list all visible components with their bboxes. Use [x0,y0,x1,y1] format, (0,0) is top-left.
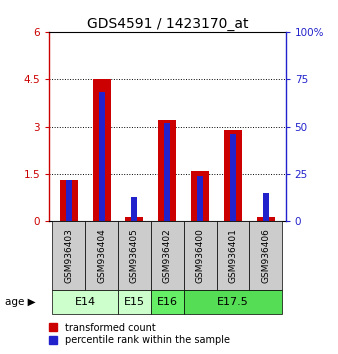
Bar [224,130,242,221]
Bar [99,92,104,221]
Text: GSM936404: GSM936404 [97,228,106,283]
Bar [85,221,118,290]
Legend: transformed count, percentile rank within the sample: transformed count, percentile rank withi… [47,321,232,347]
Bar [230,134,236,221]
Text: GSM936400: GSM936400 [196,228,205,283]
Bar [263,193,269,221]
Bar [52,290,118,314]
Text: GSM936402: GSM936402 [163,228,172,283]
Bar [257,217,275,221]
Text: age ▶: age ▶ [5,297,36,307]
Text: E16: E16 [157,297,178,307]
Title: GDS4591 / 1423170_at: GDS4591 / 1423170_at [87,17,248,31]
Bar [164,123,170,221]
Bar [184,221,217,290]
Bar [151,221,184,290]
Bar [118,290,151,314]
Text: GSM936405: GSM936405 [130,228,139,283]
Bar [184,290,282,314]
Text: E17.5: E17.5 [217,297,249,307]
Bar [125,217,144,221]
Bar [151,290,184,314]
Text: GSM936401: GSM936401 [228,228,238,283]
Bar [60,180,78,221]
Bar [118,221,151,290]
Text: E14: E14 [75,297,96,307]
Text: GSM936406: GSM936406 [261,228,270,283]
Bar [217,221,249,290]
Bar [158,120,176,221]
Text: E15: E15 [124,297,145,307]
Bar [131,196,138,221]
Bar [93,79,111,221]
Bar [191,171,209,221]
Text: GSM936403: GSM936403 [64,228,73,283]
Bar [66,179,72,221]
Bar [52,221,85,290]
Bar [249,221,282,290]
Bar [197,176,203,221]
